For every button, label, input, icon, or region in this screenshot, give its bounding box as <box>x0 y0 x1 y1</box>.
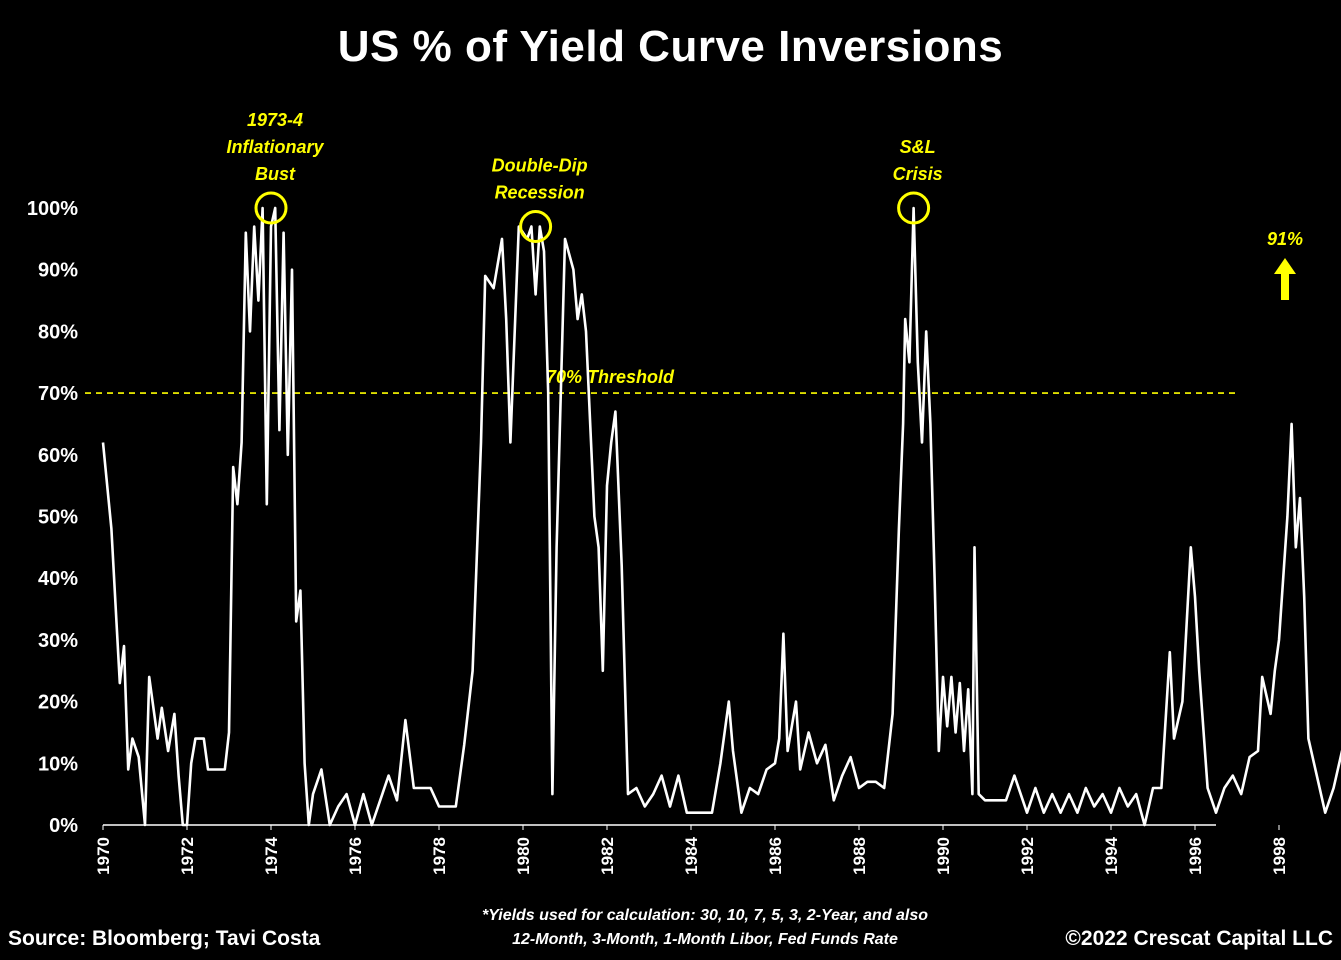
x-tick-label: 1992 <box>1018 837 1037 875</box>
x-tick-label: 1972 <box>178 837 197 875</box>
x-tick-label: 1984 <box>682 836 701 874</box>
y-tick-label: 30% <box>38 630 78 652</box>
annotation-label: Crisis <box>893 164 943 184</box>
annotation-label: 1973-4 <box>247 110 303 130</box>
y-tick-label: 70% <box>38 383 78 405</box>
y-tick-label: 40% <box>38 568 78 590</box>
up-arrow-icon <box>1274 258 1296 300</box>
peak-circle <box>897 191 931 225</box>
threshold-label: 70% Threshold <box>546 367 675 387</box>
footnote-line-1: *Yields used for calculation: 30, 10, 7,… <box>481 907 929 924</box>
footnote: *Yields used for calculation: 30, 10, 7,… <box>410 904 1000 952</box>
x-tick-label: 1980 <box>514 837 533 875</box>
y-tick-label: 20% <box>38 692 78 714</box>
x-tick-label: 1974 <box>262 836 281 874</box>
annotation-label: Bust <box>255 164 296 184</box>
y-tick-label: 50% <box>38 507 78 529</box>
footnote-line-2: 12-Month, 3-Month, 1-Month Libor, Fed Fu… <box>512 931 898 948</box>
y-tick-label: 90% <box>38 260 78 282</box>
annotation-label: Recession <box>495 183 585 203</box>
y-tick-label: 10% <box>38 753 78 775</box>
highlight-value-label: 91% <box>1267 229 1303 249</box>
y-tick-label: 60% <box>38 445 78 467</box>
annotation-label: S&L <box>900 137 936 157</box>
y-tick-label: 80% <box>38 321 78 343</box>
annotation-label: Inflationary <box>226 137 324 157</box>
peak-circle <box>254 191 288 225</box>
annotation-label: Double-Dip <box>492 156 588 176</box>
y-tick-label: 100% <box>27 198 78 220</box>
x-tick-label: 1970 <box>94 837 113 875</box>
y-tick-label: 0% <box>49 815 78 837</box>
x-tick-label: 1998 <box>1270 837 1289 875</box>
x-tick-label: 1976 <box>346 837 365 875</box>
x-tick-label: 1982 <box>598 837 617 875</box>
x-tick-label: 1990 <box>934 837 953 875</box>
peak-circle <box>519 210 553 244</box>
series-line <box>101 206 1341 827</box>
x-tick-label: 1988 <box>850 837 869 875</box>
copyright-label: ©2022 Crescat Capital LLC <box>1065 927 1333 950</box>
x-tick-label: 1986 <box>766 837 785 875</box>
source-label: Source: Bloomberg; Tavi Costa <box>8 927 321 950</box>
chart-title: US % of Yield Curve Inversions <box>337 22 1004 71</box>
x-tick-label: 1996 <box>1186 837 1205 875</box>
x-tick-label: 1994 <box>1102 836 1121 874</box>
x-tick-label: 1978 <box>430 837 449 875</box>
